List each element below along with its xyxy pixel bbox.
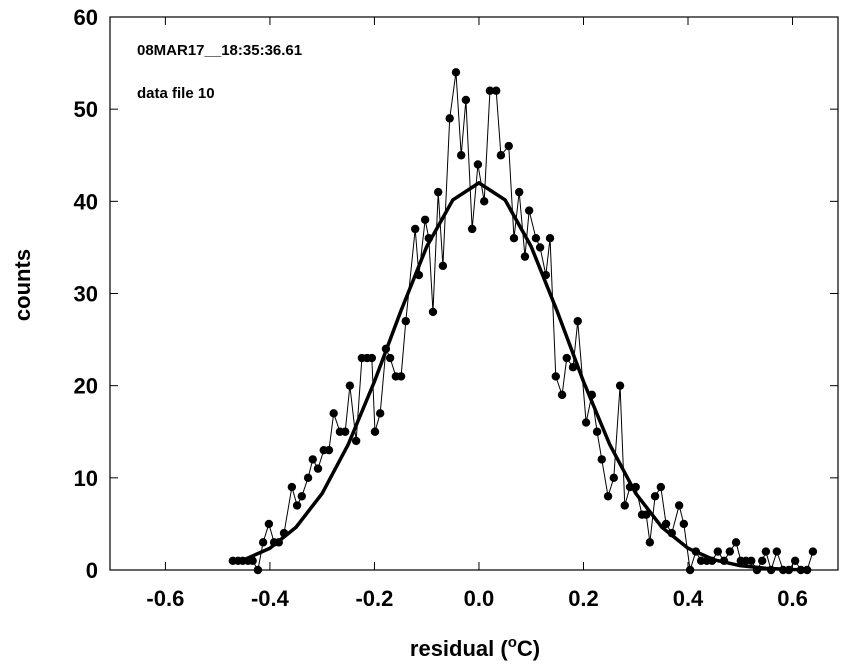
data-point — [303, 473, 313, 483]
fit-line — [232, 180, 809, 572]
y-tick-label: 0 — [86, 558, 98, 583]
plot-frame — [109, 16, 839, 571]
data-point — [642, 510, 651, 519]
data-point — [467, 224, 477, 234]
data-point — [324, 445, 334, 455]
y-tick-label: 20 — [74, 374, 98, 399]
data-point — [685, 565, 695, 575]
data-point — [609, 473, 618, 483]
data-point — [524, 206, 534, 215]
data-point — [545, 234, 555, 243]
data-point — [479, 197, 489, 206]
data-point — [396, 372, 406, 381]
data-point — [531, 234, 541, 243]
data-point — [367, 353, 377, 363]
data-point — [329, 409, 338, 418]
data-point — [747, 556, 756, 565]
data-point — [509, 234, 519, 243]
data-point — [445, 114, 454, 123]
data-point — [603, 492, 613, 501]
data-point — [345, 381, 355, 390]
data-point — [504, 141, 513, 151]
data-point — [313, 464, 323, 473]
data-point — [808, 547, 818, 556]
data-point — [568, 363, 578, 372]
data-point — [375, 409, 385, 418]
data-point — [401, 316, 410, 326]
data-point — [264, 519, 274, 529]
data-point — [420, 215, 430, 224]
data-point — [772, 547, 782, 556]
data-point — [253, 565, 263, 575]
annotation: data file 10 — [137, 85, 215, 102]
data-point — [597, 455, 606, 464]
data-point — [297, 492, 306, 501]
y-tick-label: 50 — [74, 97, 98, 122]
data-point — [485, 86, 495, 95]
data-point — [696, 556, 706, 565]
data-point — [650, 492, 660, 501]
x-tick-label: 0.2 — [568, 586, 599, 611]
data-point — [428, 307, 438, 317]
data-point — [573, 316, 582, 326]
x-axis-label: residual (oC) — [410, 634, 540, 661]
x-tick-label: -0.6 — [146, 586, 184, 611]
data-point — [520, 252, 530, 261]
y-axis-label: counts — [10, 249, 35, 321]
data-point — [456, 151, 466, 160]
data-point — [411, 224, 420, 234]
x-label-unit: C) — [517, 636, 540, 661]
y-tick-label: 40 — [74, 189, 98, 214]
data-point — [620, 501, 629, 510]
data-point — [370, 427, 380, 436]
y-tick-label: 30 — [74, 282, 98, 307]
data-point — [562, 353, 571, 363]
data-point — [461, 95, 471, 105]
data-point — [535, 243, 545, 252]
data-point — [308, 455, 317, 464]
data-point — [615, 381, 625, 390]
data-point — [758, 556, 767, 565]
data-point — [385, 353, 395, 363]
x-label-sup: o — [508, 634, 517, 651]
x-tick-label: 0.0 — [464, 586, 495, 611]
data-point — [438, 261, 448, 271]
data-point — [790, 556, 800, 565]
data-point — [351, 436, 361, 446]
x-tick-label: 0.6 — [777, 586, 808, 611]
x-label-text: residual ( — [410, 636, 508, 661]
data-point — [434, 187, 443, 197]
data-point — [292, 501, 302, 510]
data-point — [674, 501, 684, 510]
annotation: 08MAR17__18:35:36.61 — [137, 42, 302, 59]
data-point — [656, 482, 666, 492]
data-point — [592, 427, 602, 436]
data-point — [661, 519, 671, 529]
y-tick-label: 60 — [74, 5, 98, 30]
data-point — [581, 418, 591, 427]
data-point — [557, 390, 567, 400]
x-tick-label: -0.2 — [355, 586, 393, 611]
x-tick-label: -0.4 — [251, 586, 290, 611]
x-tick-label: 0.4 — [673, 586, 704, 611]
data-point — [645, 538, 655, 547]
data-point — [679, 519, 689, 529]
data-point — [551, 372, 560, 381]
data-point — [287, 482, 297, 492]
data-point — [473, 160, 483, 169]
data-point — [761, 547, 771, 556]
data-point — [713, 547, 722, 556]
data-point — [451, 68, 461, 77]
data-point — [731, 538, 741, 547]
data-point — [340, 427, 350, 436]
data-point — [258, 538, 268, 547]
data-point — [492, 86, 501, 95]
data-point — [496, 151, 506, 160]
data-point — [725, 547, 735, 556]
y-tick-label: 10 — [74, 466, 98, 491]
data-point — [515, 187, 524, 197]
